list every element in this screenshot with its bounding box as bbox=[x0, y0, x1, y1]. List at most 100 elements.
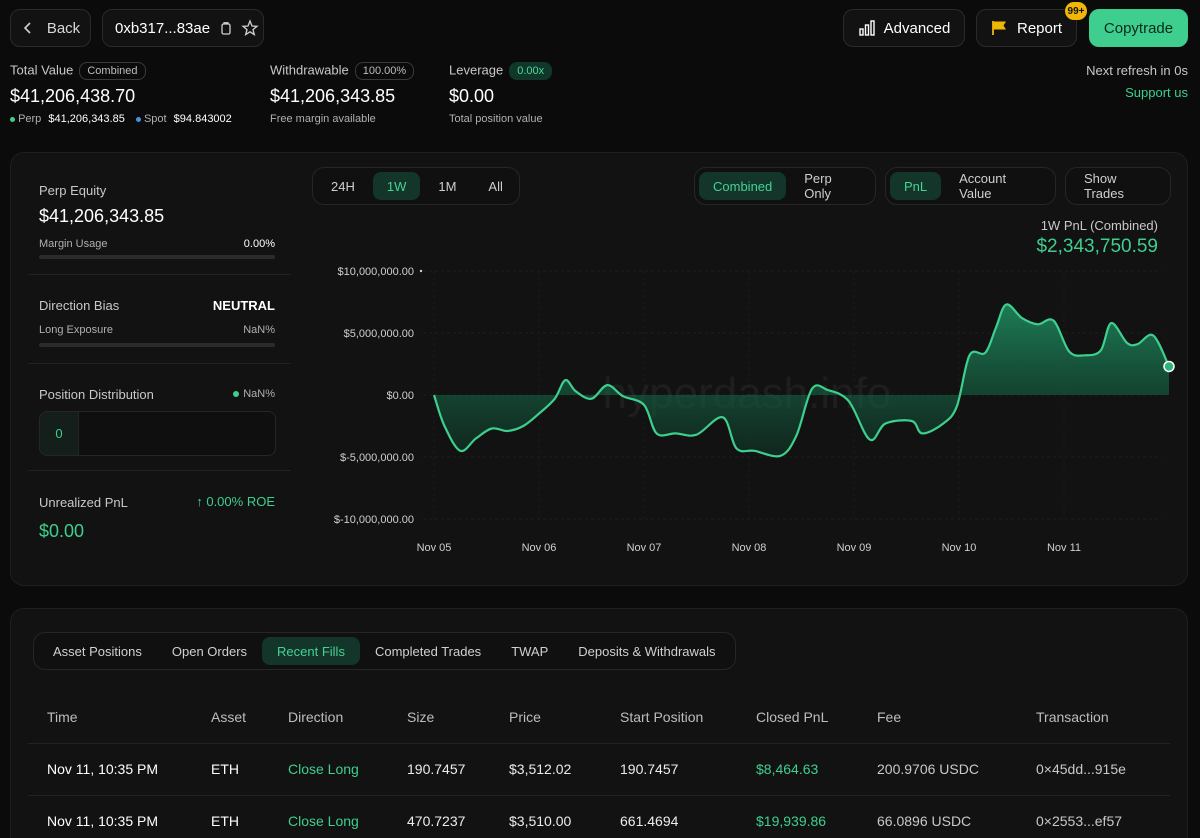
withdrawable-block: Withdrawable 100.00% $41,206,343.85 Free … bbox=[270, 62, 415, 125]
range-24h[interactable]: 24H bbox=[331, 178, 355, 194]
col-asset[interactable]: Asset bbox=[211, 709, 247, 725]
spot-label: Spot bbox=[143, 113, 167, 125]
pnl-line bbox=[432, 303, 1170, 458]
tab-deposits-withdrawals[interactable]: Deposits & Withdrawals bbox=[578, 643, 716, 659]
pnl-value: $2,343,750.59 bbox=[1036, 236, 1158, 257]
leverage-block: Leverage 0.00x $0.00 Total position value bbox=[449, 62, 553, 125]
margin-usage-value: 0.00% bbox=[243, 238, 275, 250]
direction-bias-value: NEUTRAL bbox=[212, 298, 275, 313]
back-button[interactable]: Back bbox=[10, 9, 91, 47]
copytrade-button[interactable]: Copytrade bbox=[1089, 9, 1188, 47]
x-tick-label: Nov 07 bbox=[627, 542, 662, 554]
position-dist-dot bbox=[233, 391, 240, 398]
spot-value: $94.843002 bbox=[173, 113, 232, 125]
y-tick-label: $-10,000,000.00 bbox=[334, 514, 414, 526]
pnl-chart: $10,000,000.00 $5,000,000.00 $0.00 $-5,000,… bbox=[300, 260, 1180, 560]
y-tick-label: $-5,000,000.00 bbox=[340, 452, 414, 464]
tab-completed-trades[interactable]: Completed Trades bbox=[374, 643, 482, 659]
withdrawable-sub: Free margin available bbox=[270, 113, 376, 125]
cell-time: Nov 11, 10:35 PM bbox=[47, 813, 159, 829]
bar-chart-icon bbox=[858, 20, 875, 36]
pnl-area bbox=[434, 304, 1169, 457]
tab-twap[interactable]: TWAP bbox=[511, 643, 549, 659]
long-exposure-label: Long Exposure bbox=[39, 324, 113, 336]
col-fee[interactable]: Fee bbox=[877, 709, 902, 725]
cell-price: $3,510.00 bbox=[509, 813, 572, 829]
x-tick-label: Nov 09 bbox=[837, 542, 872, 554]
cell-start-position: 190.7457 bbox=[620, 761, 679, 777]
combined-pill: Combined bbox=[79, 62, 146, 80]
total-value-label: Total Value bbox=[10, 62, 74, 78]
tab-recent-fills[interactable]: Recent Fills bbox=[262, 637, 360, 665]
margin-usage-label: Margin Usage bbox=[39, 238, 108, 250]
show-trades-button[interactable]: Show Trades bbox=[1065, 167, 1171, 205]
perp-equity-value: $41,206,343.85 bbox=[39, 206, 165, 226]
support-link[interactable]: Support us bbox=[1125, 85, 1188, 100]
col-closed-pnl[interactable]: Closed PnL bbox=[756, 709, 829, 725]
withdrawable-value: $41,206,343.85 bbox=[270, 86, 396, 106]
roe-value: 0.00% ROE bbox=[206, 494, 275, 509]
range-all[interactable]: All bbox=[488, 178, 503, 194]
col-size[interactable]: Size bbox=[407, 709, 435, 725]
perp-dot bbox=[10, 116, 15, 122]
cell-direction: Close Long bbox=[288, 761, 359, 777]
pnl-chart-svg: $10,000,000.00 $5,000,000.00 $0.00 $-5,000,… bbox=[334, 266, 1175, 554]
leverage-sub: Total position value bbox=[449, 113, 543, 125]
cell-price: $3,512.02 bbox=[509, 761, 572, 777]
y-tick-label: $10,000,000.00 bbox=[338, 266, 414, 278]
metric-pnl[interactable]: PnL bbox=[890, 172, 942, 200]
cell-time: Nov 11, 10:35 PM bbox=[47, 761, 159, 777]
perp-value: $41,206,343.85 bbox=[48, 113, 125, 125]
copy-icon[interactable] bbox=[219, 21, 233, 35]
position-dist-value: NaN% bbox=[243, 388, 275, 400]
total-value-block: Total Value Combined $41,206,438.70 Perp … bbox=[10, 62, 232, 125]
star-icon[interactable] bbox=[241, 19, 259, 37]
range-selector: 24H 1W 1M All bbox=[312, 167, 520, 205]
mode-combined[interactable]: Combined bbox=[699, 172, 787, 200]
range-1m[interactable]: 1M bbox=[438, 178, 457, 194]
col-direction[interactable]: Direction bbox=[288, 709, 344, 725]
metric-account-value[interactable]: Account Value bbox=[959, 171, 1007, 201]
x-tick-label: Nov 08 bbox=[732, 542, 767, 554]
cell-transaction[interactable]: 0×45dd...915e bbox=[1036, 761, 1126, 777]
report-badge: 99+ bbox=[1065, 2, 1087, 20]
flag-icon bbox=[992, 21, 1006, 35]
position-count: 0 bbox=[40, 412, 79, 455]
col-start-position[interactable]: Start Position bbox=[620, 709, 704, 725]
leverage-value: $0.00 bbox=[449, 86, 495, 106]
copytrade-label: Copytrade bbox=[1103, 19, 1174, 37]
mode-selector: Combined Perp Only bbox=[694, 167, 876, 205]
perp-label: Perp bbox=[18, 113, 42, 125]
leverage-pill: 0.00x bbox=[509, 62, 553, 80]
tab-open-orders[interactable]: Open Orders bbox=[171, 643, 248, 659]
y-axis-marker bbox=[419, 269, 423, 273]
address-chip: 0xb317...83ae bbox=[102, 9, 264, 47]
cell-size: 190.7457 bbox=[407, 761, 466, 777]
arrow-up-icon: ↑ bbox=[196, 494, 203, 509]
x-tick-label: Nov 06 bbox=[522, 542, 557, 554]
y-tick-label: $5,000,000.00 bbox=[344, 328, 414, 340]
tab-asset-positions[interactable]: Asset Positions bbox=[53, 643, 142, 659]
advanced-button[interactable]: Advanced bbox=[843, 9, 965, 47]
spot-dot bbox=[135, 116, 141, 122]
range-1w[interactable]: 1W bbox=[372, 172, 421, 200]
withdrawable-pill: 100.00% bbox=[354, 62, 415, 80]
x-tick-label: Nov 10 bbox=[942, 542, 977, 554]
col-price[interactable]: Price bbox=[509, 709, 541, 725]
mode-perp-only[interactable]: Perp Only bbox=[804, 171, 832, 201]
cell-transaction[interactable]: 0×2553...ef57 bbox=[1036, 813, 1123, 829]
cell-fee: 200.9706 USDC bbox=[877, 761, 979, 777]
report-button[interactable]: Report bbox=[976, 9, 1077, 47]
total-value: $41,206,438.70 bbox=[10, 86, 136, 106]
long-exposure-bar bbox=[39, 343, 275, 347]
cell-closed-pnl: $8,464.63 bbox=[756, 761, 819, 777]
perp-equity-label: Perp Equity bbox=[39, 183, 107, 198]
col-transaction[interactable]: Transaction bbox=[1036, 709, 1109, 725]
leverage-label: Leverage bbox=[449, 62, 504, 78]
fills-tabs: Asset Positions Open Orders Recent Fills… bbox=[33, 632, 736, 670]
col-time[interactable]: Time bbox=[47, 709, 78, 725]
x-tick-label: Nov 11 bbox=[1047, 542, 1081, 554]
cell-asset: ETH bbox=[211, 761, 239, 777]
metric-selector: PnL Account Value bbox=[885, 167, 1056, 205]
report-label: Report bbox=[1016, 19, 1063, 37]
